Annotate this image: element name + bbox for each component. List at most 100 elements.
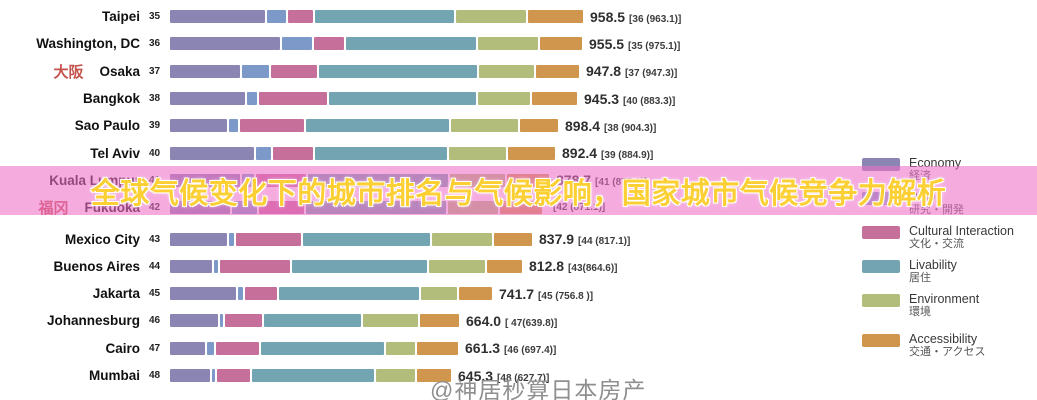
score-main: 958.5 [590,8,626,25]
bar-segment-rnd [229,119,238,133]
overlay-title-text: 全球气候变化下的城市排名与气候影响，国家城市气候竞争力解析 [90,177,947,210]
chart-row: Johannesburg 46 664.0 [ 47(639.8)] [0,307,860,334]
chart-row: Mumbai 48 645.3 [48 (627.7)] [0,362,860,389]
score-main: 741.7 [499,285,535,302]
stacked-bar [170,287,492,301]
bar-segment-cultural [271,64,317,78]
stacked-bar [170,146,555,160]
bar-segment-livability [329,92,476,106]
stacked-bar [170,64,579,78]
city-rank: 37 [149,65,161,77]
score-previous-detail: [48 (627.7)] [497,372,550,384]
city-rank: 48 [149,370,161,381]
title-overlay-banner: 全球气候变化下的城市排名与气候影响，国家城市气候竞争力解析 [0,166,1037,215]
city-name: Bangkok [82,91,140,107]
city-name: Taipei [101,9,140,25]
bar-segment-rnd [229,232,234,246]
bar-segment-environment [432,232,492,246]
bar-segment-livability [315,146,447,160]
city-annotation-cjk: 大阪 [53,63,84,81]
city-rank: 35 [149,11,161,23]
legend-label-en: Accessibility [909,332,978,347]
bar-segment-cultural [314,37,344,51]
score-previous-detail: [ 47(639.8)] [505,317,558,329]
score-value: 812.8 [43(864.6)] [529,258,618,274]
score-value: 945.3 [40 (883.3)] [584,91,675,107]
bar-segment-economy [170,369,210,382]
bar-segment-environment [451,119,518,133]
bar-segment-cultural [273,146,313,160]
city-label-cell: Mumbai [0,368,140,383]
score-value: 955.5 [35 (975.1)] [589,36,680,52]
stacked-bar [170,232,532,246]
city-name: Osaka [99,63,140,79]
city-name: Buenos Aires [53,258,140,274]
bar-segment-livability [319,64,477,78]
city-rank: 45 [149,288,161,300]
score-value: 664.0 [ 47(639.8)] [466,313,557,329]
bar-segment-livability [264,314,361,328]
bar-segment-accessibility [494,232,532,246]
bar-segment-economy [170,92,245,106]
legend-text: Accessibility 交通・アクセス [909,332,985,359]
city-name: Mumbai [88,368,140,383]
legend-text: Livability 居住 [909,258,957,285]
city-name: Johannesburg [46,313,140,329]
bar-segment-economy [170,341,205,355]
bar-segment-economy [170,287,236,301]
city-rank: 47 [149,342,161,354]
city-name: Mexico City [64,231,140,247]
stacked-bar [170,341,458,355]
city-label-cell: Washington, DC [0,36,140,51]
chart-row: Washington, DC 36 955.5 [35 (975.1)] [0,30,860,57]
city-name: Jakarta [92,286,140,302]
bar-segment-environment [421,287,457,301]
score-previous-detail: [44 (817.1)] [578,236,631,248]
score-main: 812.8 [529,258,565,275]
chart-row: 大阪 Osaka 37 947.8 [37 (947.3)] [0,58,860,85]
bar-segment-rnd [220,314,223,328]
bar-segment-cultural [216,341,259,355]
score-previous-detail: [40 (883.3)] [623,95,676,107]
bar-segment-accessibility [417,341,458,355]
bar-segment-economy [170,10,265,24]
city-label-cell: Sao Paulo [0,118,140,133]
legend-swatch [862,294,900,308]
bar-segment-livability [346,37,476,51]
score-previous-detail: [46 (697.4)] [504,345,557,357]
bar-segment-environment [363,314,418,328]
city-rank: 38 [149,93,161,105]
bar-segment-rnd [267,10,286,24]
legend-swatch [862,260,900,274]
bar-segment-accessibility [536,64,579,78]
score-main: 955.5 [589,35,625,52]
bar-segment-cultural [259,92,327,106]
bar-segment-rnd [256,146,271,160]
stacked-bar [170,37,582,51]
stacked-bar [170,259,522,273]
bar-segment-environment [386,341,415,355]
score-previous-detail: [38 (904.3)] [604,122,657,134]
bar-segment-cultural [220,259,290,273]
bar-segment-livability [279,287,419,301]
chart-row: Bangkok 38 945.3 [40 (883.3)] [0,85,860,112]
stacked-bar [170,92,577,106]
stacked-bar [170,119,558,133]
bar-segment-environment [478,92,530,106]
score-main: 664.0 [466,312,502,329]
legend-item: Livability 居住 [862,258,1037,285]
bar-segment-rnd [247,92,257,106]
bar-segment-cultural [288,10,313,24]
legend-item: Environment 環境 [862,292,1037,319]
city-label-cell: Taipei [0,9,140,24]
chart-rows: Taipei 35 958.5 [36 (963.1)] Washington,… [0,3,860,389]
watermark: @神居秒算日本房产 [430,377,647,400]
bar-segment-cultural [225,314,262,328]
bar-segment-accessibility [508,146,555,160]
legend-swatch [862,334,900,348]
city-label-cell: Jakarta [0,286,140,301]
score-value: 892.4 [39 (884.9)] [562,145,653,161]
city-rank: 46 [149,315,161,327]
city-rank: 43 [149,233,161,245]
city-label-cell: Bangkok [0,91,140,106]
